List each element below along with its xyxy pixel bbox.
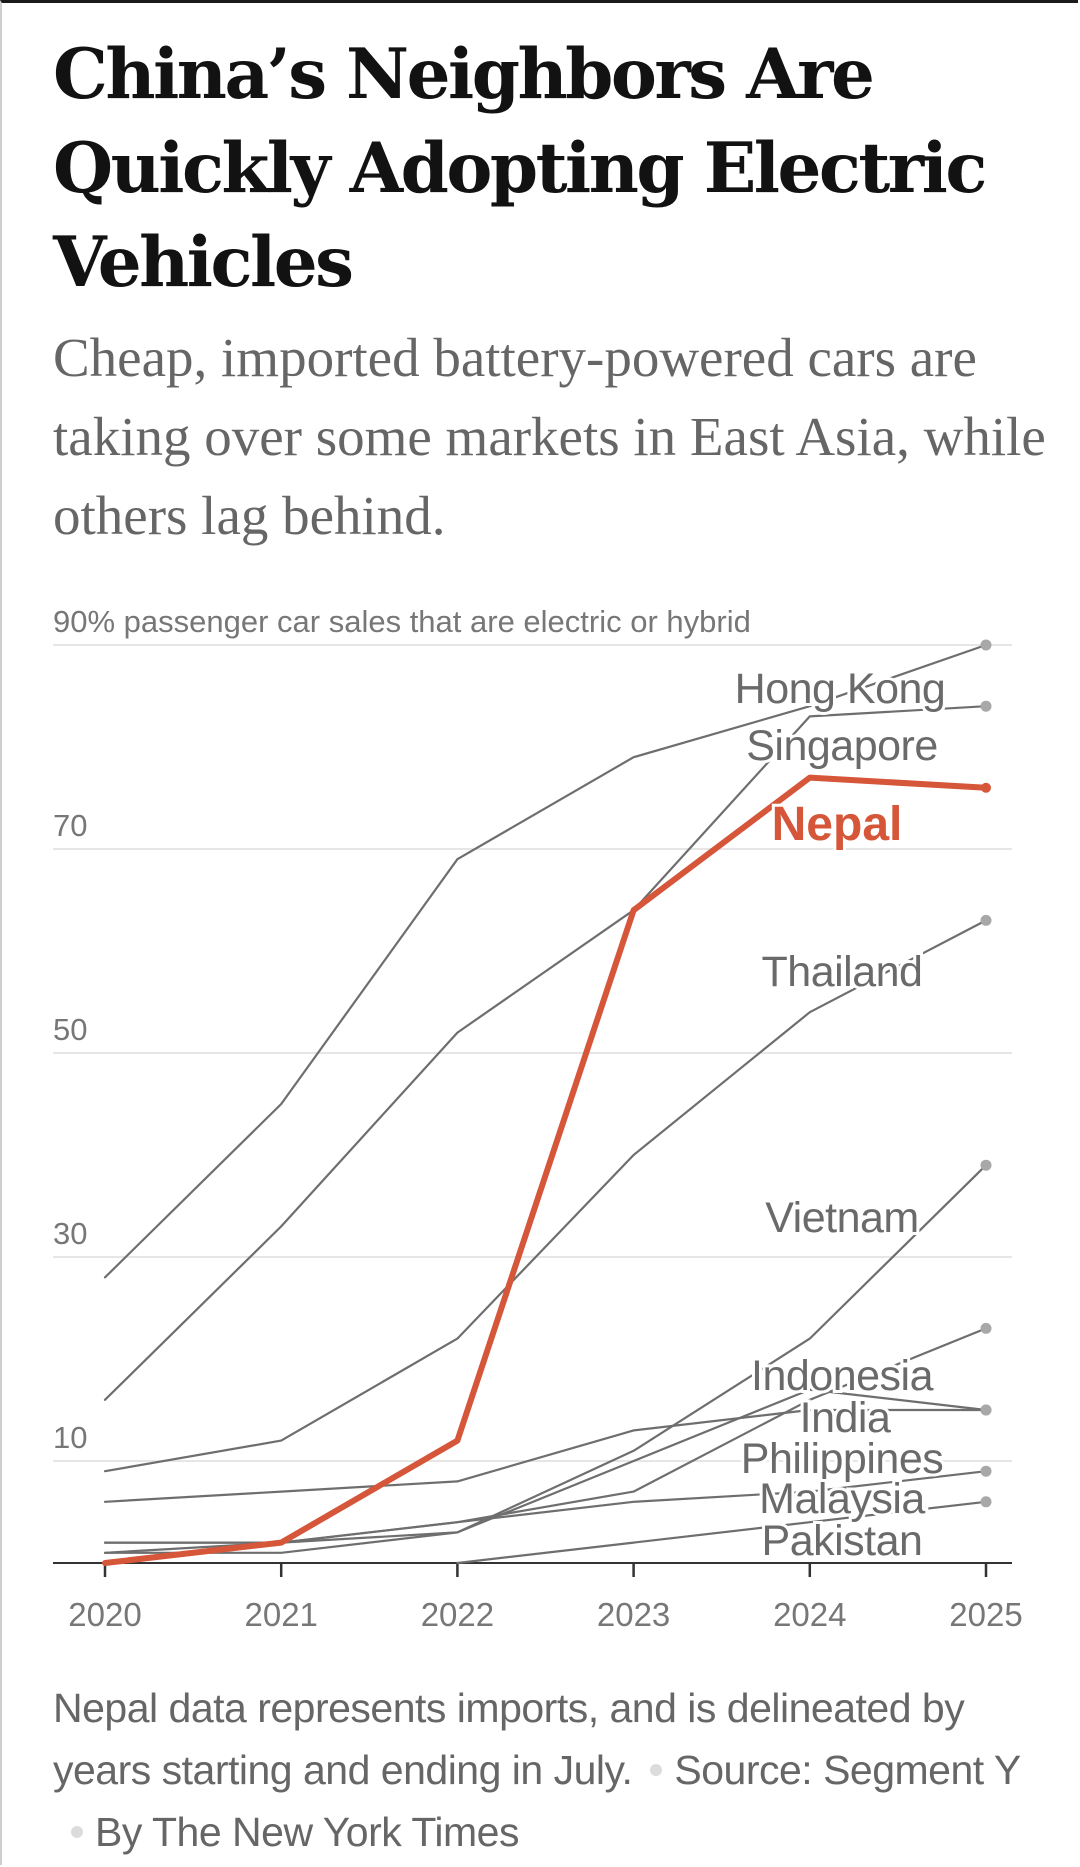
- gridlines: [53, 644, 1012, 1462]
- end-point-pakistan: [980, 1496, 992, 1508]
- series-labels: Hong Kong Singapore Nepal Thailand Vietnam In…: [732, 662, 949, 1568]
- chart-subtitle: Cheap, imported battery-powered cars are…: [53, 327, 1046, 546]
- series-label-hong-kong: Hong Kong: [735, 665, 946, 713]
- end-point-malaysia: [980, 1465, 992, 1477]
- series-line-thailand: [103, 919, 988, 1473]
- end-point-thailand: [980, 914, 992, 926]
- end-point-indonesia: [980, 1322, 992, 1334]
- chart-title: China’s Neighbors Are Quickly Adopting E…: [53, 34, 987, 303]
- series-label-indonesia: Indonesia: [751, 1352, 934, 1400]
- series-line-pakistan: [456, 1500, 988, 1565]
- series-label-philippines: Philippines: [741, 1435, 943, 1483]
- end-point-singapore: [980, 700, 992, 712]
- byline: By The New York Times: [95, 1809, 519, 1855]
- y-tick-label: 90% passenger car sales that are electri…: [53, 604, 751, 639]
- series-label-india: India: [800, 1394, 891, 1442]
- series-label-malaysia: Malaysia: [759, 1475, 925, 1523]
- series-label-pakistan: Pakistan: [762, 1517, 923, 1565]
- y-tick-label: 30: [53, 1216, 87, 1251]
- x-tick-label: 2020: [68, 1596, 141, 1633]
- y-tick-label: 50: [53, 1012, 87, 1047]
- y-tick-label: 10: [53, 1420, 87, 1455]
- series-line-malaysia: [103, 1470, 988, 1544]
- series-label-vietnam: Vietnam: [765, 1194, 918, 1242]
- x-axis: 2020 2021 2022 2023 2024 2025: [53, 1562, 1023, 1633]
- series-label-thailand: Thailand: [762, 948, 923, 996]
- footnote-text: Nepal data represents imports, and is de…: [53, 1685, 965, 1793]
- chart-footnote: Nepal data represents imports, and is de…: [53, 1677, 1053, 1863]
- end-point-philippines: [980, 1404, 992, 1416]
- separator-dot: [71, 1826, 83, 1839]
- series-line-india: [103, 1408, 988, 1503]
- source-credit: Source: Segment Y: [674, 1747, 1021, 1793]
- series-label-nepal: Nepal: [772, 798, 903, 851]
- y-tick-label: 70: [53, 808, 87, 843]
- series-line-philippines: [103, 1388, 988, 1554]
- x-tick-label: 2024: [773, 1596, 846, 1633]
- line-chart: 10 30 50 70 90% passenger car sales that are…: [53, 604, 1023, 1633]
- x-tick-label: 2022: [421, 1596, 494, 1633]
- series-line-singapore: [103, 705, 988, 1401]
- series-lines: [102, 639, 992, 1566]
- x-tick-label: 2023: [597, 1596, 670, 1633]
- separator-dot: [650, 1764, 663, 1777]
- series-label-singapore: Singapore: [746, 722, 938, 770]
- x-tick-label: 2021: [244, 1596, 317, 1633]
- series-line-hong-kong: [103, 643, 988, 1279]
- y-axis-ticks: 10 30 50 70 90% passenger car sales that are…: [53, 604, 751, 1455]
- end-point-nepal: [981, 782, 991, 793]
- x-tick-label: 2025: [949, 1596, 1022, 1633]
- end-point-hong-kong: [980, 639, 992, 651]
- series-line-nepal: [102, 774, 989, 1566]
- end-point-vietnam: [980, 1159, 992, 1171]
